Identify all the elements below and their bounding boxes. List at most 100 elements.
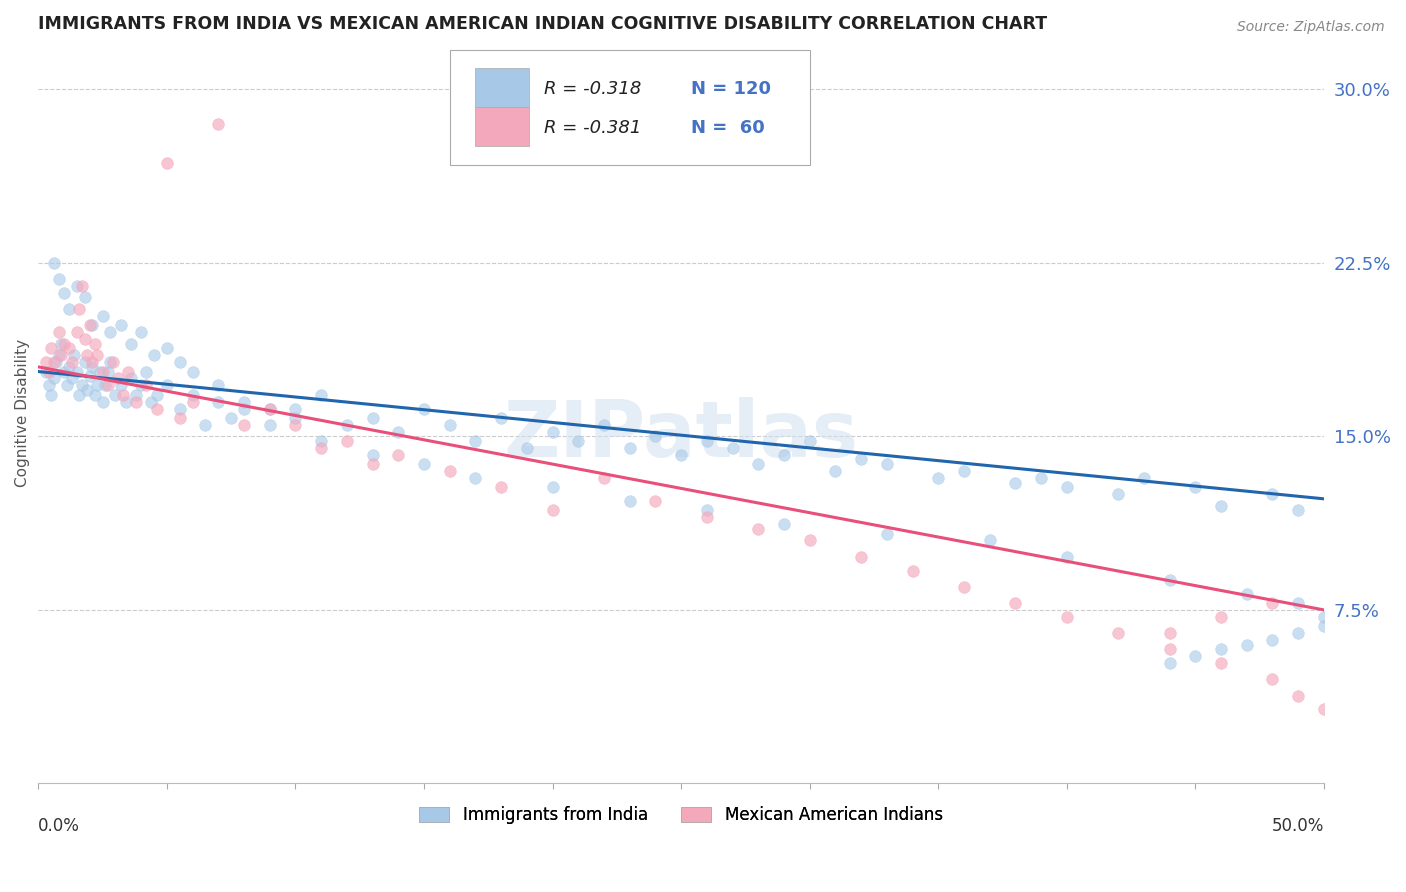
FancyBboxPatch shape [450, 50, 810, 165]
Point [101, 355, 124, 369]
Point [336, 434, 359, 448]
FancyBboxPatch shape [475, 107, 530, 145]
Point [181, 387, 204, 401]
Point [51, 348, 73, 362]
Point [48, 348, 70, 362]
Point [309, 434, 332, 448]
Point [696, 503, 718, 517]
Point [696, 510, 718, 524]
Point [86, 348, 108, 362]
Point [233, 417, 256, 432]
Point [1056, 610, 1078, 624]
Point [541, 503, 564, 517]
Point [464, 434, 486, 448]
Point [516, 441, 538, 455]
Point [91, 394, 114, 409]
Point [82, 318, 104, 333]
Point [593, 471, 616, 485]
Point [1313, 610, 1336, 624]
Point [48, 272, 70, 286]
Text: Source: ZipAtlas.com: Source: ZipAtlas.com [1237, 20, 1385, 34]
Point [66, 279, 89, 293]
Point [233, 401, 256, 416]
Point [194, 417, 217, 432]
Point [112, 387, 135, 401]
Point [644, 494, 666, 508]
Point [63, 348, 86, 362]
Point [207, 117, 229, 131]
Point [489, 410, 512, 425]
Point [1159, 573, 1181, 587]
Point [721, 441, 744, 455]
Point [1261, 673, 1284, 687]
Point [38, 365, 60, 379]
Point [89, 365, 111, 379]
Text: R = -0.381: R = -0.381 [544, 119, 641, 137]
Point [593, 417, 616, 432]
Point [1209, 499, 1232, 513]
Point [69, 387, 91, 401]
Point [143, 348, 166, 362]
Point [66, 365, 89, 379]
Point [1286, 626, 1309, 640]
Point [104, 387, 127, 401]
Point [336, 417, 359, 432]
Point [156, 342, 179, 356]
Point [309, 387, 332, 401]
Point [83, 336, 105, 351]
Text: N =  60: N = 60 [692, 119, 765, 137]
Point [91, 309, 114, 323]
Point [70, 378, 93, 392]
Point [259, 417, 281, 432]
Point [464, 471, 486, 485]
Point [696, 434, 718, 448]
Point [181, 394, 204, 409]
Point [117, 365, 139, 379]
Point [1056, 549, 1078, 564]
Point [773, 517, 796, 532]
Point [181, 365, 204, 379]
Point [413, 457, 436, 471]
Point [129, 378, 152, 392]
Point [39, 387, 62, 401]
Point [73, 290, 96, 304]
Legend: Immigrants from India, Mexican American Indians: Immigrants from India, Mexican American … [413, 799, 949, 830]
Point [233, 394, 256, 409]
Point [73, 355, 96, 369]
Point [1056, 480, 1078, 494]
Point [1159, 626, 1181, 640]
Point [135, 378, 157, 392]
Point [1209, 610, 1232, 624]
Point [58, 301, 80, 316]
Point [207, 394, 229, 409]
Point [1261, 632, 1284, 647]
Point [747, 522, 769, 536]
Point [284, 401, 307, 416]
Point [413, 401, 436, 416]
Point [927, 471, 949, 485]
Point [1286, 689, 1309, 703]
Point [98, 325, 121, 339]
Point [567, 434, 589, 448]
Point [83, 387, 105, 401]
Point [1313, 619, 1336, 633]
Point [156, 378, 179, 392]
Point [169, 410, 191, 425]
Text: ZIPatlas: ZIPatlas [503, 398, 859, 474]
Y-axis label: Cognitive Disability: Cognitive Disability [15, 339, 30, 487]
Point [953, 464, 976, 478]
Point [79, 369, 101, 384]
Point [1029, 471, 1052, 485]
Point [42, 355, 65, 369]
Point [110, 318, 132, 333]
Point [1286, 503, 1309, 517]
Point [309, 441, 332, 455]
Point [58, 342, 80, 356]
Point [53, 285, 76, 300]
Point [45, 355, 67, 369]
Point [38, 378, 60, 392]
Point [219, 410, 242, 425]
Point [1261, 596, 1284, 610]
Point [541, 425, 564, 439]
Point [145, 387, 167, 401]
